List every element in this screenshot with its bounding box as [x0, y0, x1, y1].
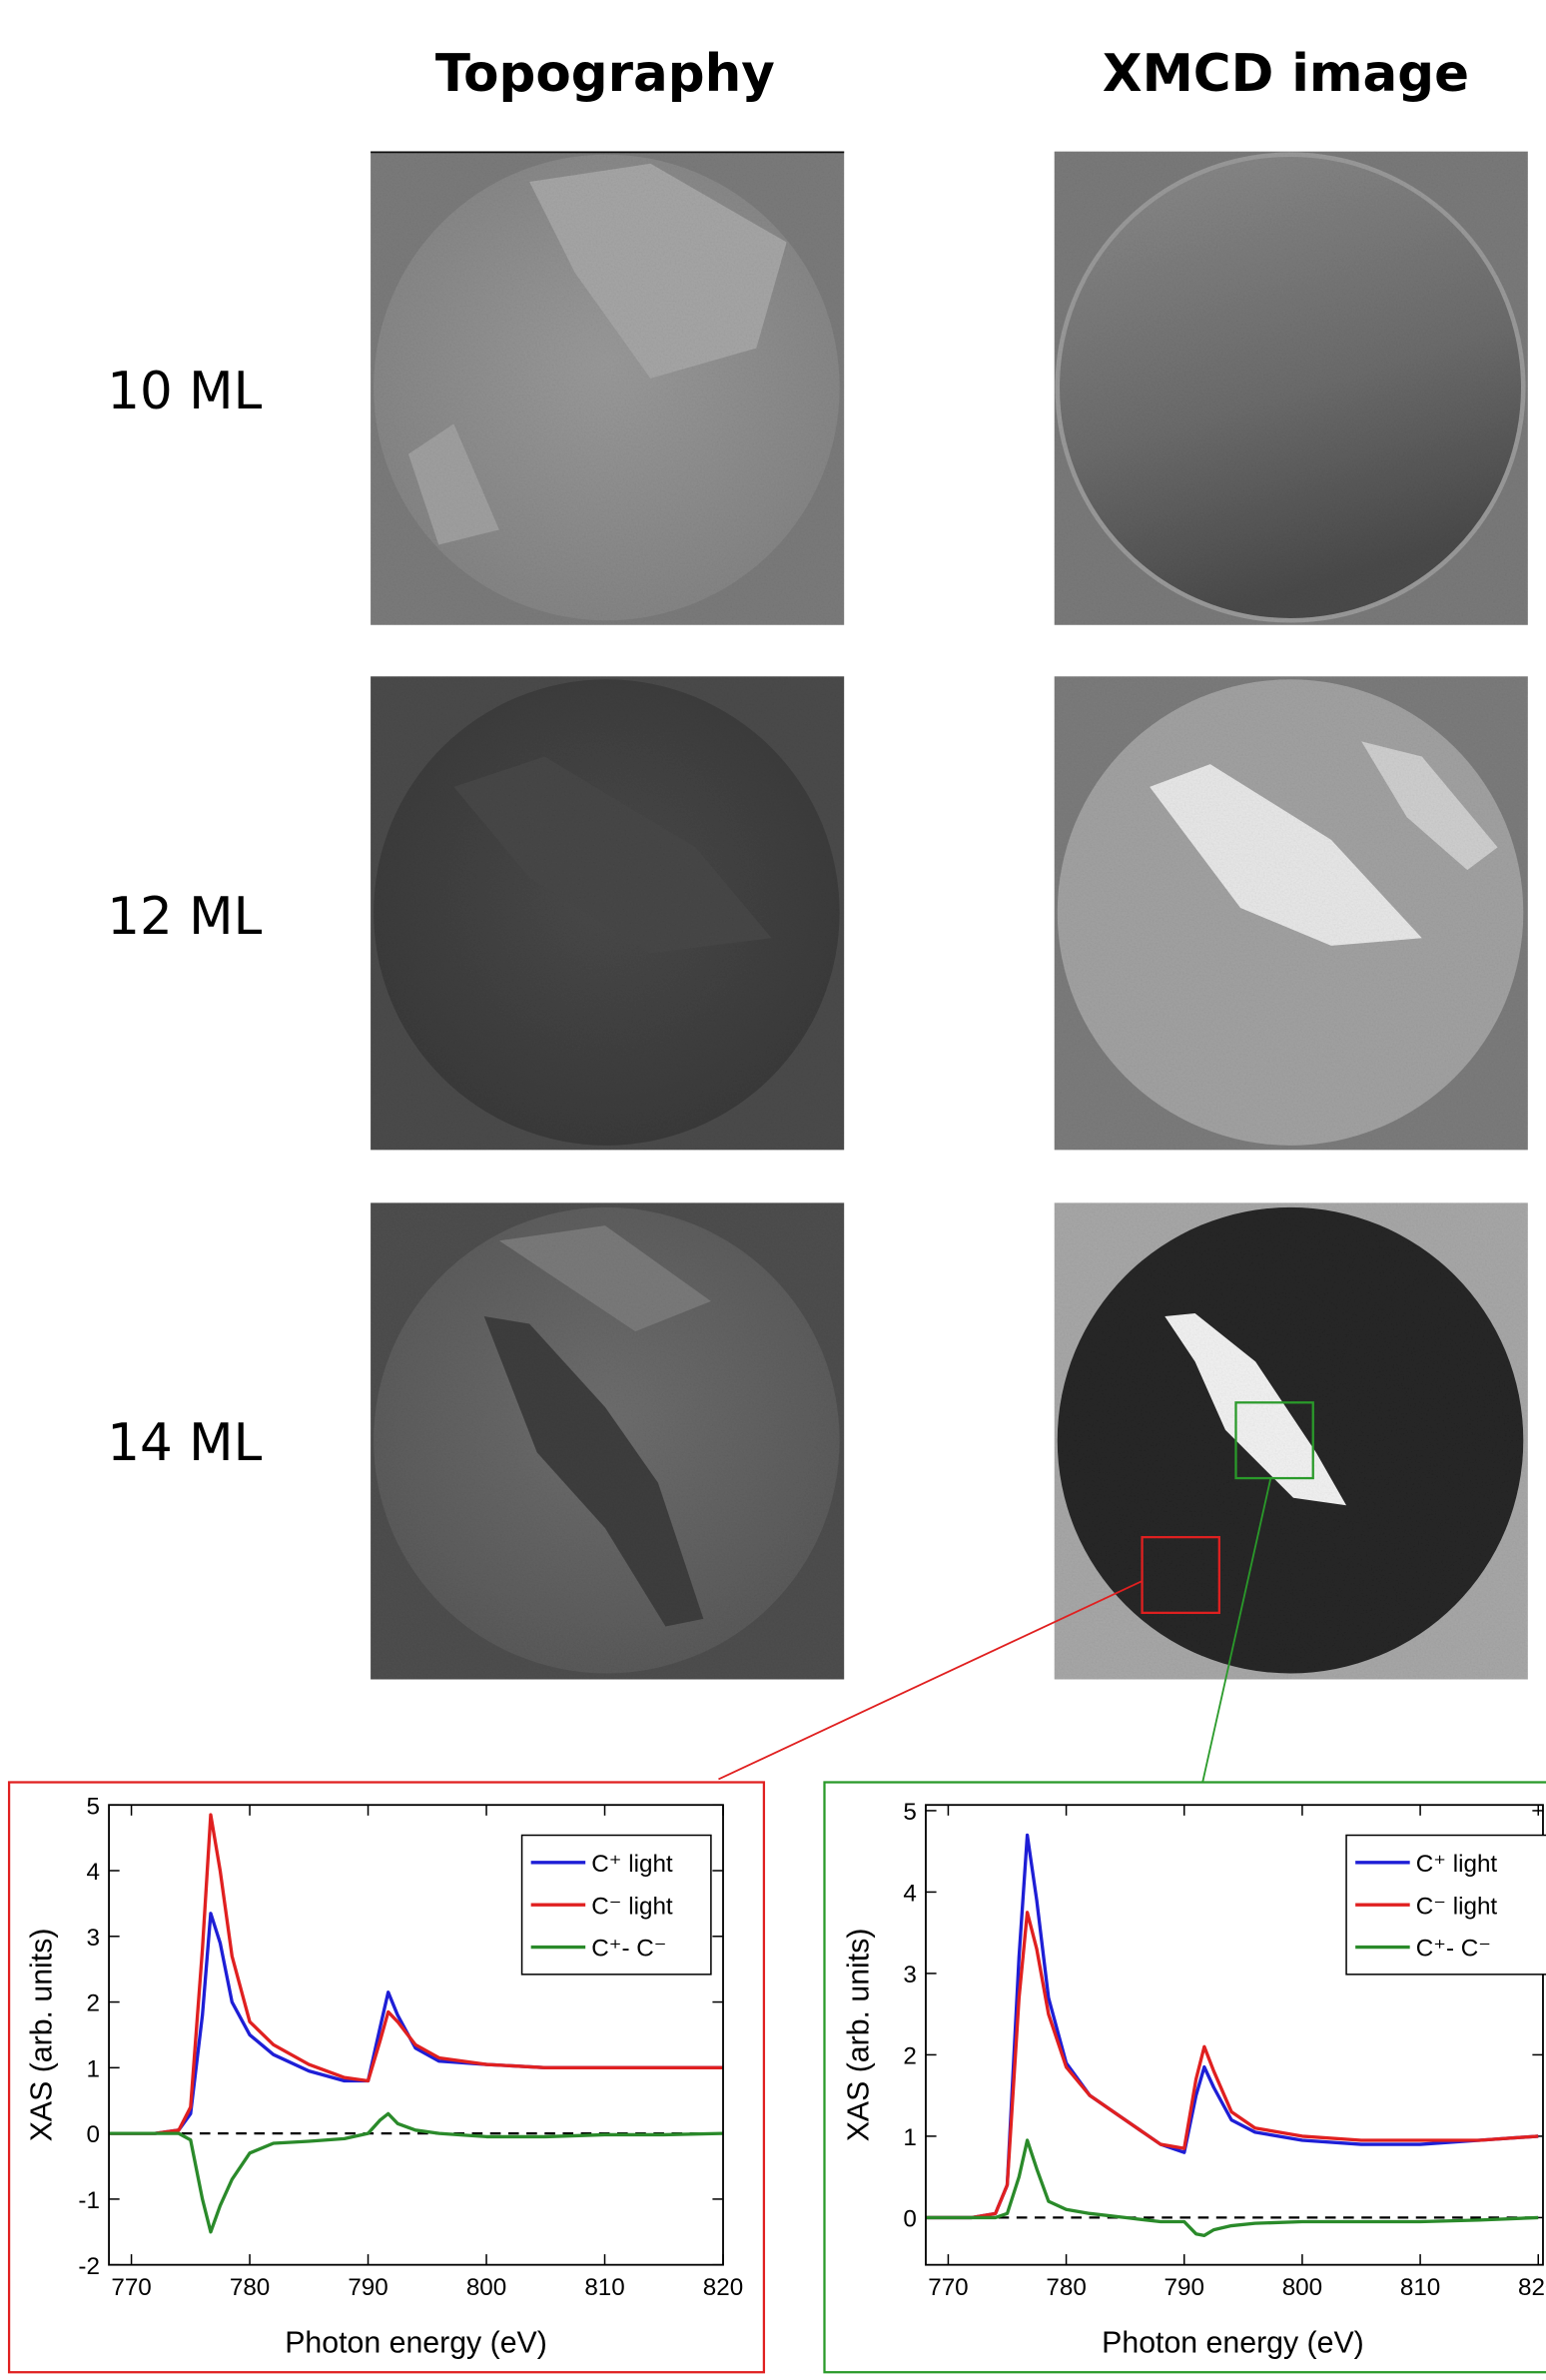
x-tick-label: 780 [1046, 2274, 1086, 2301]
xmcd-image [1055, 676, 1528, 1150]
legend-label: C⁺- C⁻ [1416, 1936, 1491, 1963]
y-tick-label: -1 [78, 2187, 100, 2214]
row-label: 10 ML [107, 362, 262, 421]
xmcd-image [1055, 1202, 1528, 1679]
x-tick-label: 820 [1518, 2274, 1546, 2301]
topography-image [371, 152, 844, 625]
x-tick-label: 810 [584, 2274, 624, 2301]
y-axis-label: XAS (arb. units) [25, 1929, 58, 2142]
x-tick-label: 810 [1400, 2274, 1440, 2301]
topography-image [371, 1202, 844, 1679]
y-tick-label: 0 [86, 2121, 99, 2148]
chart: 770 780 790 800 810 820 -2 -1 0 1 2 3 4 5 Photon energ… [9, 1782, 764, 2372]
x-tick-label: 820 [703, 2274, 743, 2301]
y-tick-label: 2 [86, 1990, 99, 2017]
xmcd-image [1055, 152, 1528, 625]
legend-label: C⁺- C⁻ [591, 1936, 666, 1963]
x-tick-label: 800 [466, 2274, 506, 2301]
column-header: Topography [435, 44, 775, 104]
y-tick-label: 1 [903, 2124, 916, 2151]
chart: 770 780 790 800 810 820 0 1 2 3 4 5 Photon energy (e… [824, 1782, 1546, 2372]
y-tick-label: 3 [903, 1962, 916, 1988]
y-tick-label: 3 [86, 1925, 99, 1952]
row-label: 14 ML [107, 1413, 262, 1473]
figure: Topography XMCD image 10 ML 12 ML 14 ML [0, 0, 1546, 2380]
y-tick-label: 4 [86, 1859, 99, 1886]
legend: C⁺ light C⁻ light C⁺- C⁻ [522, 1836, 711, 1975]
x-tick-label: 770 [111, 2274, 151, 2301]
topography-image [371, 676, 844, 1150]
x-tick-label: 800 [1282, 2274, 1322, 2301]
legend-label: C⁻ light [591, 1893, 673, 1920]
y-tick-label: 4 [903, 1881, 916, 1908]
legend-label: C⁺ light [1416, 1851, 1498, 1878]
legend: C⁺ light C⁻ light C⁺- C⁻ [1346, 1836, 1546, 1975]
y-tick-label: -2 [78, 2253, 100, 2280]
y-tick-label: 5 [86, 1793, 99, 1820]
x-tick-label: 790 [348, 2274, 387, 2301]
x-axis-label: Photon energy (eV) [1102, 2327, 1364, 2360]
legend-label: C⁻ light [1416, 1893, 1498, 1920]
y-tick-label: 1 [86, 2055, 99, 2082]
x-tick-label: 780 [230, 2274, 270, 2301]
y-tick-label: 2 [903, 2043, 916, 2070]
y-axis-label: XAS (arb. units) [842, 1929, 875, 2142]
column-header: XMCD image [1103, 44, 1469, 104]
row-label: 12 ML [107, 887, 262, 947]
y-tick-label: 0 [903, 2205, 916, 2232]
y-tick-label: 5 [903, 1799, 916, 1826]
x-tick-label: 770 [928, 2274, 968, 2301]
x-tick-label: 790 [1164, 2274, 1204, 2301]
x-axis-label: Photon energy (eV) [285, 2327, 547, 2360]
legend-label: C⁺ light [591, 1851, 673, 1878]
